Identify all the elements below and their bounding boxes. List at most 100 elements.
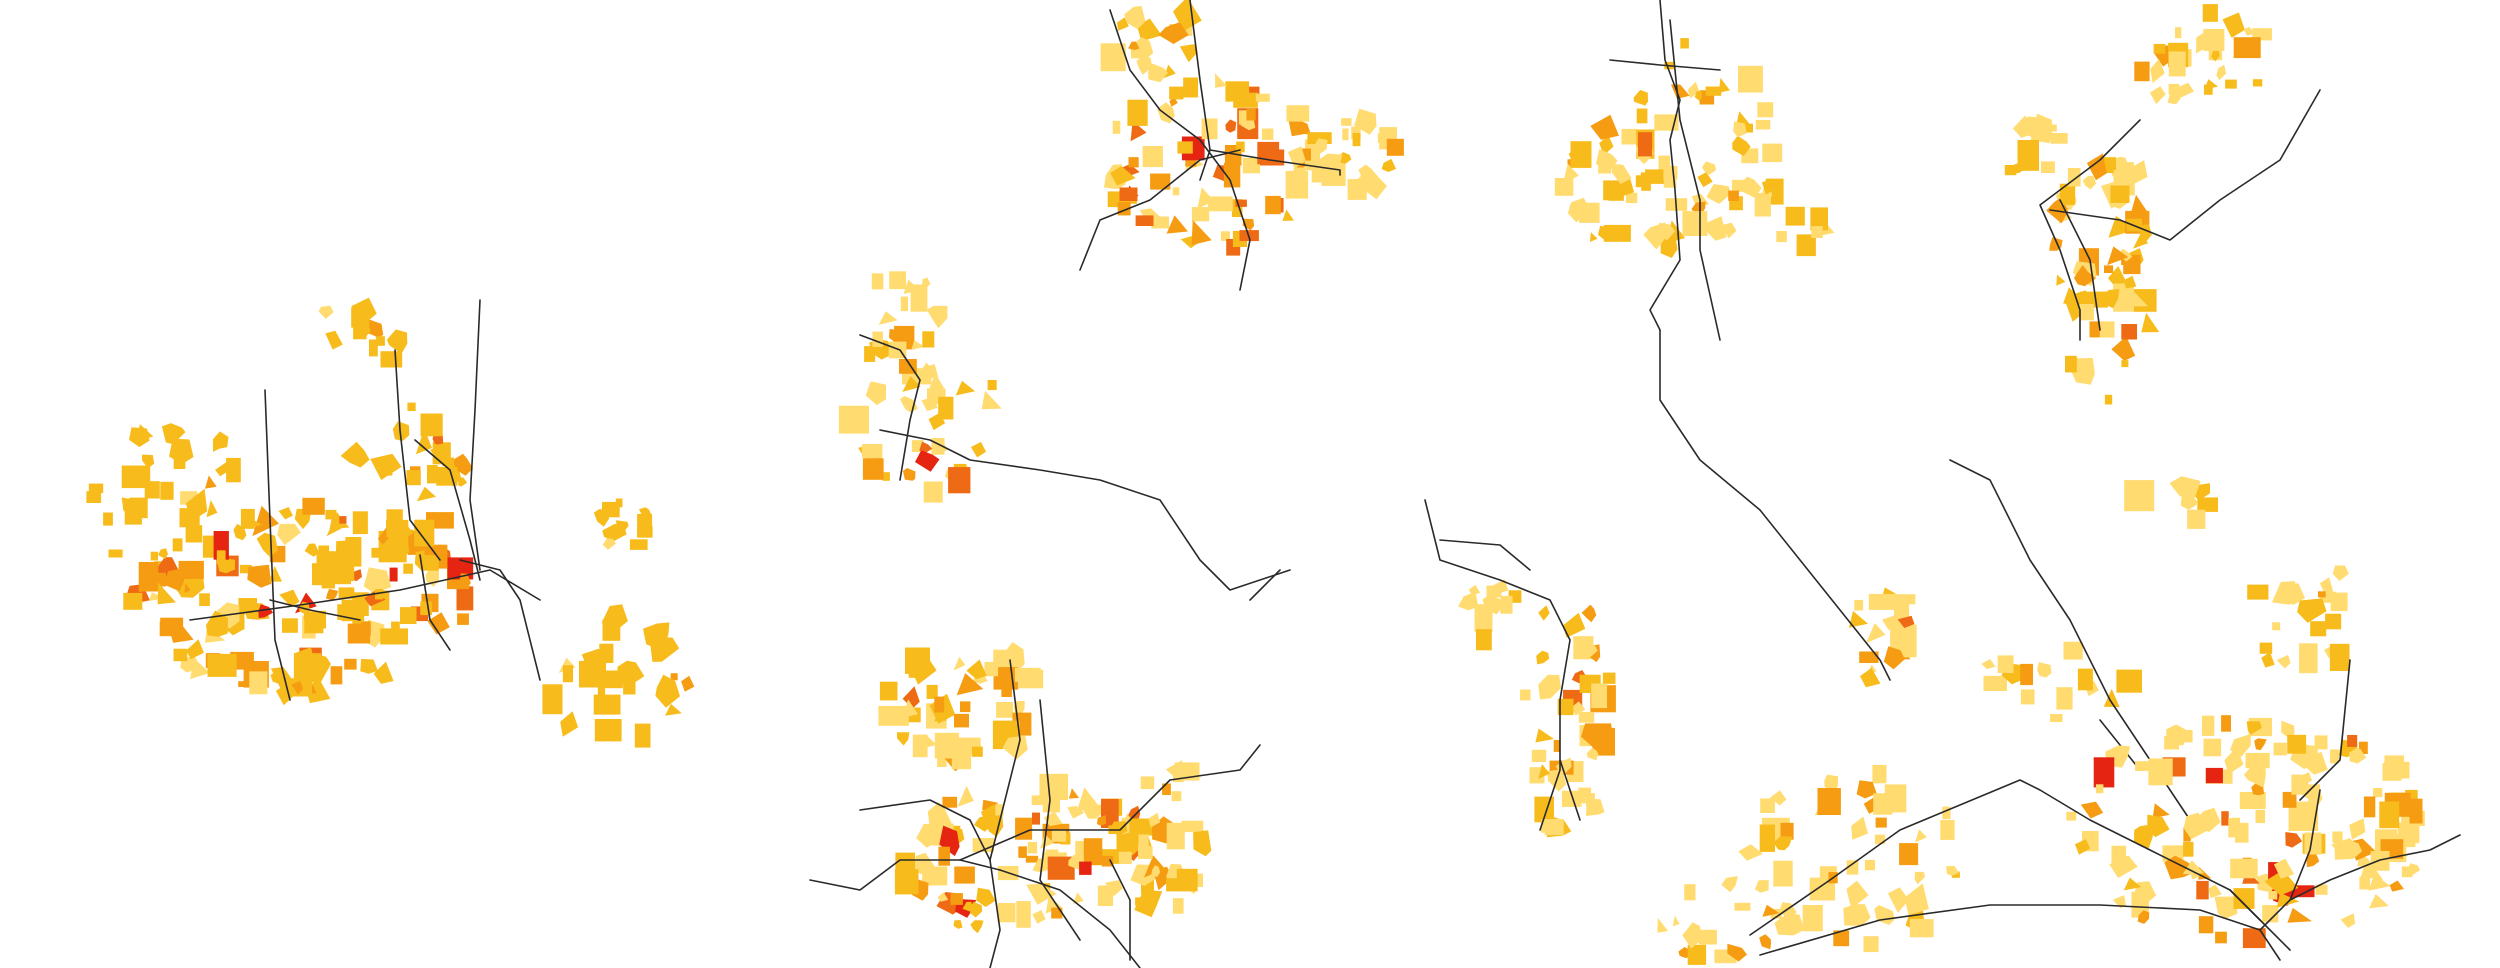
census-tract	[2332, 565, 2349, 581]
census-tract	[1603, 224, 1631, 242]
census-tract	[1014, 667, 1041, 682]
census-tract	[970, 441, 987, 458]
census-tract	[1486, 585, 1502, 598]
census-tract	[150, 551, 158, 561]
census-tract	[2103, 688, 2120, 708]
census-tract	[457, 613, 469, 625]
census-tract	[1158, 22, 1189, 44]
census-tract	[1148, 63, 1168, 83]
census-tract	[1897, 615, 1915, 628]
census-tract	[1663, 165, 1678, 180]
census-tract	[239, 564, 252, 574]
census-tract	[1482, 594, 1504, 615]
census-tract	[957, 785, 974, 807]
census-tract	[1181, 820, 1204, 833]
census-tract	[1242, 157, 1260, 174]
census-tract	[1733, 121, 1747, 138]
census-tract	[970, 920, 984, 934]
census-tract	[1079, 861, 1092, 875]
census-tract	[1148, 812, 1161, 828]
census-tract	[937, 750, 947, 767]
census-tract	[1578, 711, 1595, 723]
transit-line	[2099, 719, 2141, 771]
census-tract	[2299, 751, 2328, 775]
census-tract	[142, 454, 155, 469]
census-tract	[879, 681, 898, 701]
tract-group	[1458, 579, 1917, 838]
census-tract	[2310, 621, 2327, 637]
census-tract	[345, 550, 356, 565]
census-tract	[928, 373, 945, 390]
census-tract	[1638, 132, 1653, 157]
census-tract	[2020, 689, 2035, 705]
census-tract	[427, 465, 438, 484]
census-tract	[1586, 747, 1599, 761]
census-tract	[458, 477, 468, 487]
census-tract	[173, 446, 186, 469]
census-tract	[1997, 655, 2014, 673]
census-tract	[2262, 905, 2279, 923]
census-tract	[922, 835, 939, 847]
census-tract	[2287, 734, 2307, 754]
census-tract	[1759, 934, 1771, 950]
census-tract	[889, 329, 904, 344]
census-tract	[934, 710, 947, 722]
census-tract	[88, 483, 104, 494]
census-tract	[2233, 37, 2261, 59]
census-tract	[1225, 119, 1237, 133]
census-tract	[670, 673, 678, 681]
census-tract	[996, 702, 1014, 718]
census-tract	[599, 643, 614, 663]
census-tract	[2008, 166, 2020, 174]
census-tract	[2255, 810, 2265, 824]
census-tract	[420, 601, 432, 616]
transit-line	[419, 554, 451, 651]
census-tract	[238, 681, 247, 687]
census-tract	[1581, 723, 1615, 752]
census-tract	[1231, 199, 1243, 217]
transit-line	[269, 599, 361, 621]
census-tract	[291, 681, 304, 695]
transit-line	[2289, 834, 2461, 901]
census-tract	[2112, 895, 2126, 909]
census-tract	[1288, 119, 1312, 137]
census-tract	[2067, 168, 2081, 187]
census-tract	[1817, 788, 1841, 815]
census-tract	[921, 397, 938, 412]
transit-line	[414, 439, 481, 581]
census-tract	[160, 481, 174, 500]
census-tract	[1553, 740, 1561, 752]
census-tract	[269, 565, 282, 582]
census-tract	[2135, 761, 2150, 771]
census-tract	[2314, 735, 2328, 750]
census-tract	[1191, 207, 1210, 222]
census-tract	[2349, 747, 2367, 764]
census-tract	[2150, 58, 2165, 84]
census-tract	[2382, 763, 2402, 781]
census-tract	[895, 852, 915, 871]
census-tract	[1641, 175, 1651, 191]
transit-lines	[1424, 329, 1891, 831]
map-panel-1	[86, 297, 695, 748]
census-tract	[882, 472, 890, 481]
census-tract	[1610, 178, 1635, 196]
census-tract	[2225, 79, 2237, 89]
census-tract	[1768, 818, 1784, 830]
census-tract	[1598, 159, 1612, 174]
census-tract	[2276, 892, 2300, 908]
census-tract	[2107, 246, 2129, 266]
census-tract	[1051, 907, 1063, 919]
census-tract	[2330, 749, 2340, 764]
census-tract	[615, 498, 623, 508]
census-tract	[1734, 902, 1751, 911]
transit-line	[394, 349, 441, 561]
census-tract	[1654, 114, 1679, 131]
census-tract	[270, 667, 295, 690]
census-tract	[1770, 790, 1787, 806]
census-tract	[926, 684, 938, 699]
census-tract	[427, 612, 450, 635]
census-tract	[972, 746, 983, 757]
census-tract	[456, 586, 474, 611]
census-tract	[2319, 577, 2334, 595]
census-tract	[184, 583, 191, 593]
